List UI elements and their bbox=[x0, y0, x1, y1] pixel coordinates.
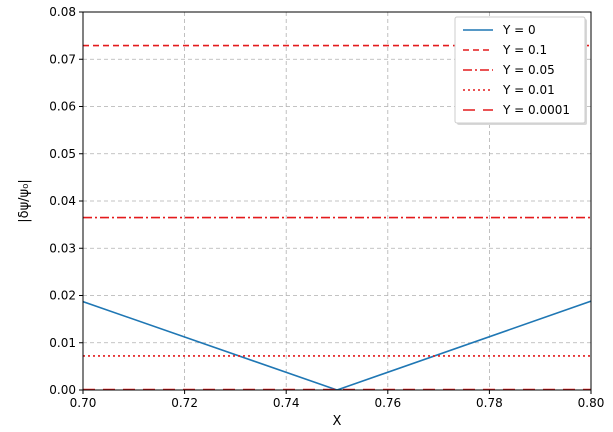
x-axis-title: X bbox=[333, 414, 342, 429]
legend-label-3: Y = 0.01 bbox=[502, 83, 555, 97]
y-tick-label: 0.04 bbox=[49, 194, 76, 208]
legend-label-2: Y = 0.05 bbox=[502, 63, 555, 77]
y-tick-label: 0.01 bbox=[49, 336, 76, 350]
x-axis-ticks: 0.70 0.72 0.74 0.76 0.78 0.80 bbox=[70, 390, 605, 410]
y-tick-label: 0.08 bbox=[49, 5, 76, 19]
series-line-0 bbox=[83, 300, 591, 390]
x-tick-label: 0.70 bbox=[70, 396, 97, 410]
legend-label-0: Y = 0 bbox=[502, 23, 536, 37]
y-tick-label: 0.00 bbox=[49, 383, 76, 397]
legend-label-4: Y = 0.0001 bbox=[502, 103, 570, 117]
x-tick-label: 0.76 bbox=[374, 396, 401, 410]
x-tick-label: 0.72 bbox=[171, 396, 198, 410]
y-tick-label: 0.07 bbox=[49, 52, 76, 66]
y-tick-label: 0.03 bbox=[49, 241, 76, 255]
y-tick-label: 0.05 bbox=[49, 147, 76, 161]
legend: Y = 0 Y = 0.1 Y = 0.05 Y = 0.01 Y = 0.0001 bbox=[454, 16, 587, 125]
legend-box bbox=[454, 16, 586, 124]
legend-label-1: Y = 0.1 bbox=[502, 43, 547, 57]
x-tick-label: 0.78 bbox=[476, 396, 503, 410]
x-tick-label: 0.80 bbox=[578, 396, 605, 410]
y-tick-label: 0.02 bbox=[49, 289, 76, 303]
y-axis-ticks: 0.00 0.01 0.02 0.03 0.04 0.05 0.06 0.07 0.08 bbox=[49, 5, 83, 397]
y-axis-title: |δψ/ψ₀| bbox=[17, 179, 32, 222]
x-tick-label: 0.74 bbox=[273, 396, 300, 410]
y-tick-label: 0.06 bbox=[49, 100, 76, 114]
